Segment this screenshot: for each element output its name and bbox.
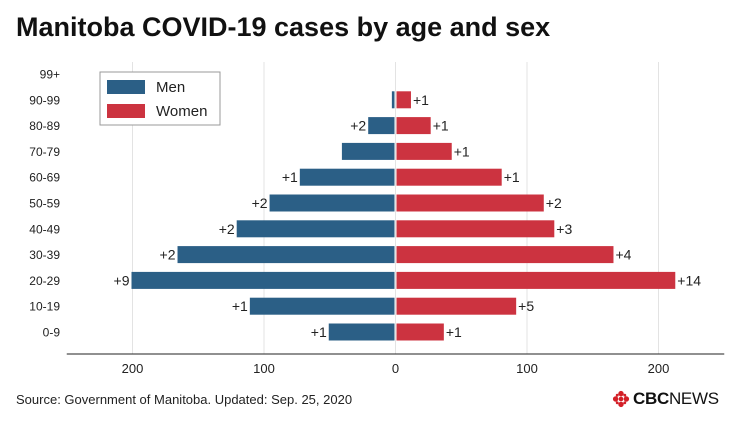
legend: Men Women — [99, 71, 221, 126]
change-label-women: +1 — [446, 324, 462, 340]
category-label: 40-49 — [29, 222, 60, 236]
cbc-gem-icon — [612, 390, 630, 408]
bar-men — [391, 91, 395, 109]
change-label-men: +1 — [232, 298, 248, 314]
x-tick-label: 100 — [253, 361, 275, 376]
change-label-women: +1 — [433, 118, 449, 134]
category-labels: 0-9 10-19 20-29 30-39 40-49 50-59 60-69 70-79 80… — [29, 68, 60, 340]
x-tick-labels: 200 100 0 100 200 — [122, 361, 670, 376]
bar-women — [396, 297, 517, 315]
change-label-men: +2 — [350, 118, 366, 134]
change-label-women: +14 — [677, 272, 701, 288]
category-label: 10-19 — [29, 300, 60, 314]
bars — [131, 91, 676, 341]
bar-women — [396, 271, 676, 289]
change-label-women: +1 — [413, 92, 429, 108]
change-label-women: +1 — [454, 143, 470, 159]
change-label-men: +1 — [282, 169, 298, 185]
bar-women — [396, 194, 544, 212]
source-note: Source: Government of Manitoba. Updated:… — [16, 392, 353, 407]
category-label: 80-89 — [29, 119, 60, 133]
bar-men — [341, 142, 395, 160]
cbc-news-logo: CBC NEWS — [612, 389, 719, 409]
bar-men — [131, 271, 395, 289]
x-tick-label: 200 — [648, 361, 670, 376]
chart-title: Manitoba COVID-19 cases by age and sex — [16, 12, 551, 42]
x-tick-label: 0 — [392, 361, 399, 376]
bar-women — [396, 142, 452, 160]
bar-men — [269, 194, 395, 212]
change-label-women: +2 — [546, 195, 562, 211]
category-label: 50-59 — [29, 197, 60, 211]
category-label: 99+ — [40, 68, 60, 82]
logo-news-text: NEWS — [668, 389, 719, 408]
legend-label: Men — [156, 79, 185, 96]
change-label-women: +5 — [518, 298, 534, 314]
bar-women — [396, 168, 502, 186]
change-label-men: +2 — [219, 221, 235, 237]
bar-women — [396, 323, 444, 341]
bar-men — [177, 246, 395, 264]
bar-men — [328, 323, 395, 341]
change-label-men: +2 — [160, 247, 176, 263]
category-label: 30-39 — [29, 248, 60, 262]
category-label: 70-79 — [29, 145, 60, 159]
bar-women — [396, 246, 614, 264]
change-label-men: +2 — [252, 195, 268, 211]
category-label: 20-29 — [29, 274, 60, 288]
bar-women — [396, 117, 431, 135]
logo-cbc-text: CBC — [633, 389, 669, 408]
category-label: 60-69 — [29, 171, 60, 185]
legend-swatch — [107, 104, 145, 118]
change-label-women: +1 — [504, 169, 520, 185]
x-tick-label: 100 — [516, 361, 538, 376]
bar-women — [396, 220, 555, 238]
bar-men — [299, 168, 395, 186]
change-label-men: +1 — [311, 324, 327, 340]
bar-women — [396, 91, 411, 109]
category-label: 0-9 — [43, 326, 61, 340]
legend-label: Women — [156, 103, 207, 120]
bar-men — [236, 220, 395, 238]
change-label-men: +9 — [114, 272, 130, 288]
legend-swatch — [107, 80, 145, 94]
x-tick-label: 200 — [122, 361, 144, 376]
category-label: 90-99 — [29, 93, 60, 107]
change-label-women: +4 — [615, 247, 631, 263]
bar-men — [368, 117, 395, 135]
change-label-women: +3 — [556, 221, 572, 237]
bar-men — [249, 297, 395, 315]
change-labels: +1 +1+1 +5+9 +14+2 +4+2 +3+2 +2+1 +1+1+2 +1+1 — [114, 92, 702, 340]
